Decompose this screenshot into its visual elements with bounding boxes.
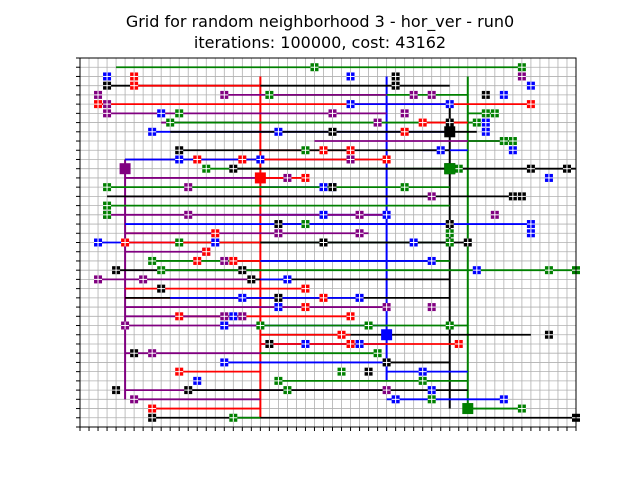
chart-title: Grid for random neighborhood 3 - hor_ver… <box>125 12 515 31</box>
hub-marker-red <box>254 172 266 184</box>
pin-markers <box>94 63 580 422</box>
hub-marker-purple <box>119 163 131 175</box>
axis-ticks <box>76 57 577 431</box>
hub-marker-blue <box>381 329 393 341</box>
hub-marker-green <box>444 163 456 175</box>
hub-markers <box>119 126 474 415</box>
chart-subtitle: iterations: 100000, cost: 43162 <box>193 33 447 52</box>
hub-marker-green <box>462 403 474 415</box>
hub-marker-black <box>444 126 456 138</box>
